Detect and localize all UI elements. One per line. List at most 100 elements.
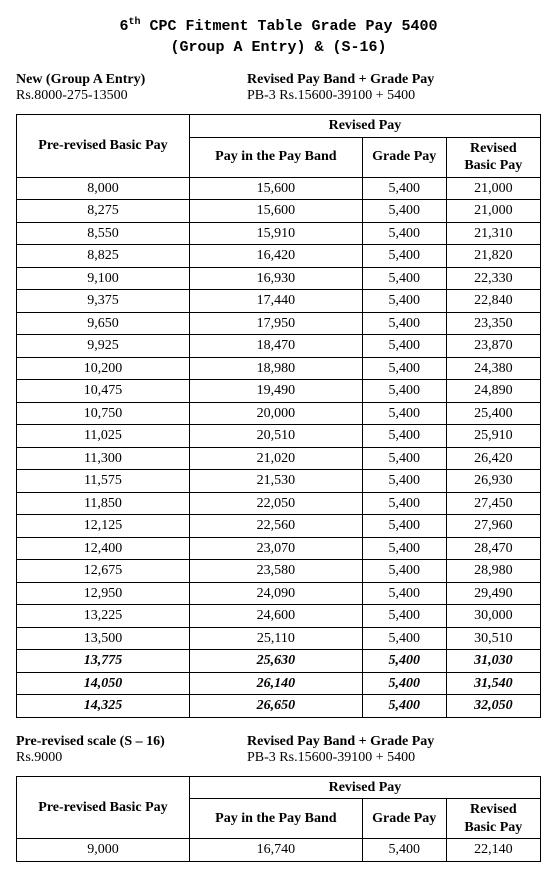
th-payband: Pay in the Pay Band [189,137,362,177]
cell-prb: 9,375 [17,290,190,313]
cell-pb: 20,510 [189,425,362,448]
table-row: 10,20018,9805,40024,380 [17,357,541,380]
table-row: 8,55015,9105,40021,310 [17,222,541,245]
cell-rbp: 27,960 [446,515,540,538]
th2-revisedbasic: Revised Basic Pay [446,799,540,839]
cell-gp: 5,400 [362,222,446,245]
cell-rbp: 24,380 [446,357,540,380]
cell-pb: 17,950 [189,312,362,335]
th-prerevised: Pre-revised Basic Pay [17,115,190,178]
cell-gp: 5,400 [362,245,446,268]
table-row: 12,95024,0905,40029,490 [17,582,541,605]
cell-prb: 13,500 [17,627,190,650]
table-row: 8,27515,6005,40021,000 [17,200,541,223]
cell-rbp: 25,910 [446,425,540,448]
cell-gp: 5,400 [362,335,446,358]
table-row: 11,02520,5105,40025,910 [17,425,541,448]
section1-right-bold: Revised Pay Band + Grade Pay [247,72,434,87]
cell-gp: 5,400 [362,290,446,313]
cell-gp: 5,400 [362,357,446,380]
table-row: 10,75020,0005,40025,400 [17,402,541,425]
table-row: 12,12522,5605,40027,960 [17,515,541,538]
cell-pb: 26,140 [189,672,362,695]
cell-gp: 5,400 [362,605,446,628]
th2-payband: Pay in the Pay Band [189,799,362,839]
cell-prb: 13,775 [17,650,190,673]
cell-pb: 16,930 [189,267,362,290]
fitment-table-2: Pre-revised Basic Pay Revised Pay Pay in… [16,776,541,862]
th2-gradepay: Grade Pay [362,799,446,839]
cell-gp: 5,400 [362,402,446,425]
table-row: 13,22524,6005,40030,000 [17,605,541,628]
cell-gp: 5,400 [362,200,446,223]
table-row: 11,57521,5305,40026,930 [17,470,541,493]
cell-rbp: 21,310 [446,222,540,245]
section1-left-bold: New (Group A Entry) [16,72,145,87]
cell-gp: 5,400 [362,560,446,583]
cell-prb: 9,925 [17,335,190,358]
cell-prb: 11,850 [17,492,190,515]
cell-rbp: 27,450 [446,492,540,515]
section2-header: Pre-revised scale (S – 16) Rs.9000 Revis… [16,734,541,766]
cell-prb: 8,275 [17,200,190,223]
table-row: 11,30021,0205,40026,420 [17,447,541,470]
cell-rbp: 25,400 [446,402,540,425]
cell-rbp: 29,490 [446,582,540,605]
cell-prb: 8,825 [17,245,190,268]
cell-prb: 11,025 [17,425,190,448]
cell-pb: 18,980 [189,357,362,380]
cell-gp: 5,400 [362,582,446,605]
cell-gp: 5,400 [362,695,446,718]
cell-pb: 15,910 [189,222,362,245]
section2-left-plain: Rs.9000 [16,750,62,765]
cell-prb: 8,000 [17,177,190,200]
section2-right-bold: Revised Pay Band + Grade Pay [247,734,434,749]
cell-pb: 15,600 [189,200,362,223]
cell-gp: 5,400 [362,672,446,695]
table-row: 14,05026,1405,40031,540 [17,672,541,695]
cell-rbp: 30,510 [446,627,540,650]
cell-gp: 5,400 [362,312,446,335]
cell-pb: 23,070 [189,537,362,560]
cell-rbp: 22,330 [446,267,540,290]
cell-prb: 9,650 [17,312,190,335]
table-row: 8,82516,4205,40021,820 [17,245,541,268]
cell-rbp: 26,420 [446,447,540,470]
cell-rbp: 21,000 [446,200,540,223]
cell-gp: 5,400 [362,380,446,403]
section1-right-plain: PB-3 Rs.15600-39100 + 5400 [247,88,415,103]
table-row: 9,65017,9505,40023,350 [17,312,541,335]
cell-pb: 16,420 [189,245,362,268]
cell-pb: 16,740 [189,839,362,862]
section1-left-plain: Rs.8000-275-13500 [16,88,128,103]
cell-gp: 5,400 [362,515,446,538]
cell-prb: 10,475 [17,380,190,403]
th-revisedbasic: Revised Basic Pay [446,137,540,177]
cell-gp: 5,400 [362,267,446,290]
cell-pb: 22,050 [189,492,362,515]
th2-prerevised: Pre-revised Basic Pay [17,776,190,839]
cell-gp: 5,400 [362,839,446,862]
cell-prb: 14,325 [17,695,190,718]
table-row: 9,37517,4405,40022,840 [17,290,541,313]
cell-pb: 17,440 [189,290,362,313]
cell-pb: 26,650 [189,695,362,718]
cell-rbp: 21,000 [446,177,540,200]
cell-pb: 21,020 [189,447,362,470]
cell-rbp: 21,820 [446,245,540,268]
cell-prb: 9,000 [17,839,190,862]
cell-gp: 5,400 [362,425,446,448]
cell-prb: 9,100 [17,267,190,290]
table-row: 12,67523,5805,40028,980 [17,560,541,583]
cell-gp: 5,400 [362,650,446,673]
page-title: 6th CPC Fitment Table Grade Pay 5400 (Gr… [16,16,541,58]
cell-prb: 11,300 [17,447,190,470]
th2-revised: Revised Pay [189,776,540,799]
cell-rbp: 24,890 [446,380,540,403]
title-rest: CPC Fitment Table Grade Pay 5400 [140,18,437,35]
cell-pb: 20,000 [189,402,362,425]
cell-rbp: 31,540 [446,672,540,695]
cell-gp: 5,400 [362,627,446,650]
cell-pb: 24,600 [189,605,362,628]
table-row: 13,77525,6305,40031,030 [17,650,541,673]
